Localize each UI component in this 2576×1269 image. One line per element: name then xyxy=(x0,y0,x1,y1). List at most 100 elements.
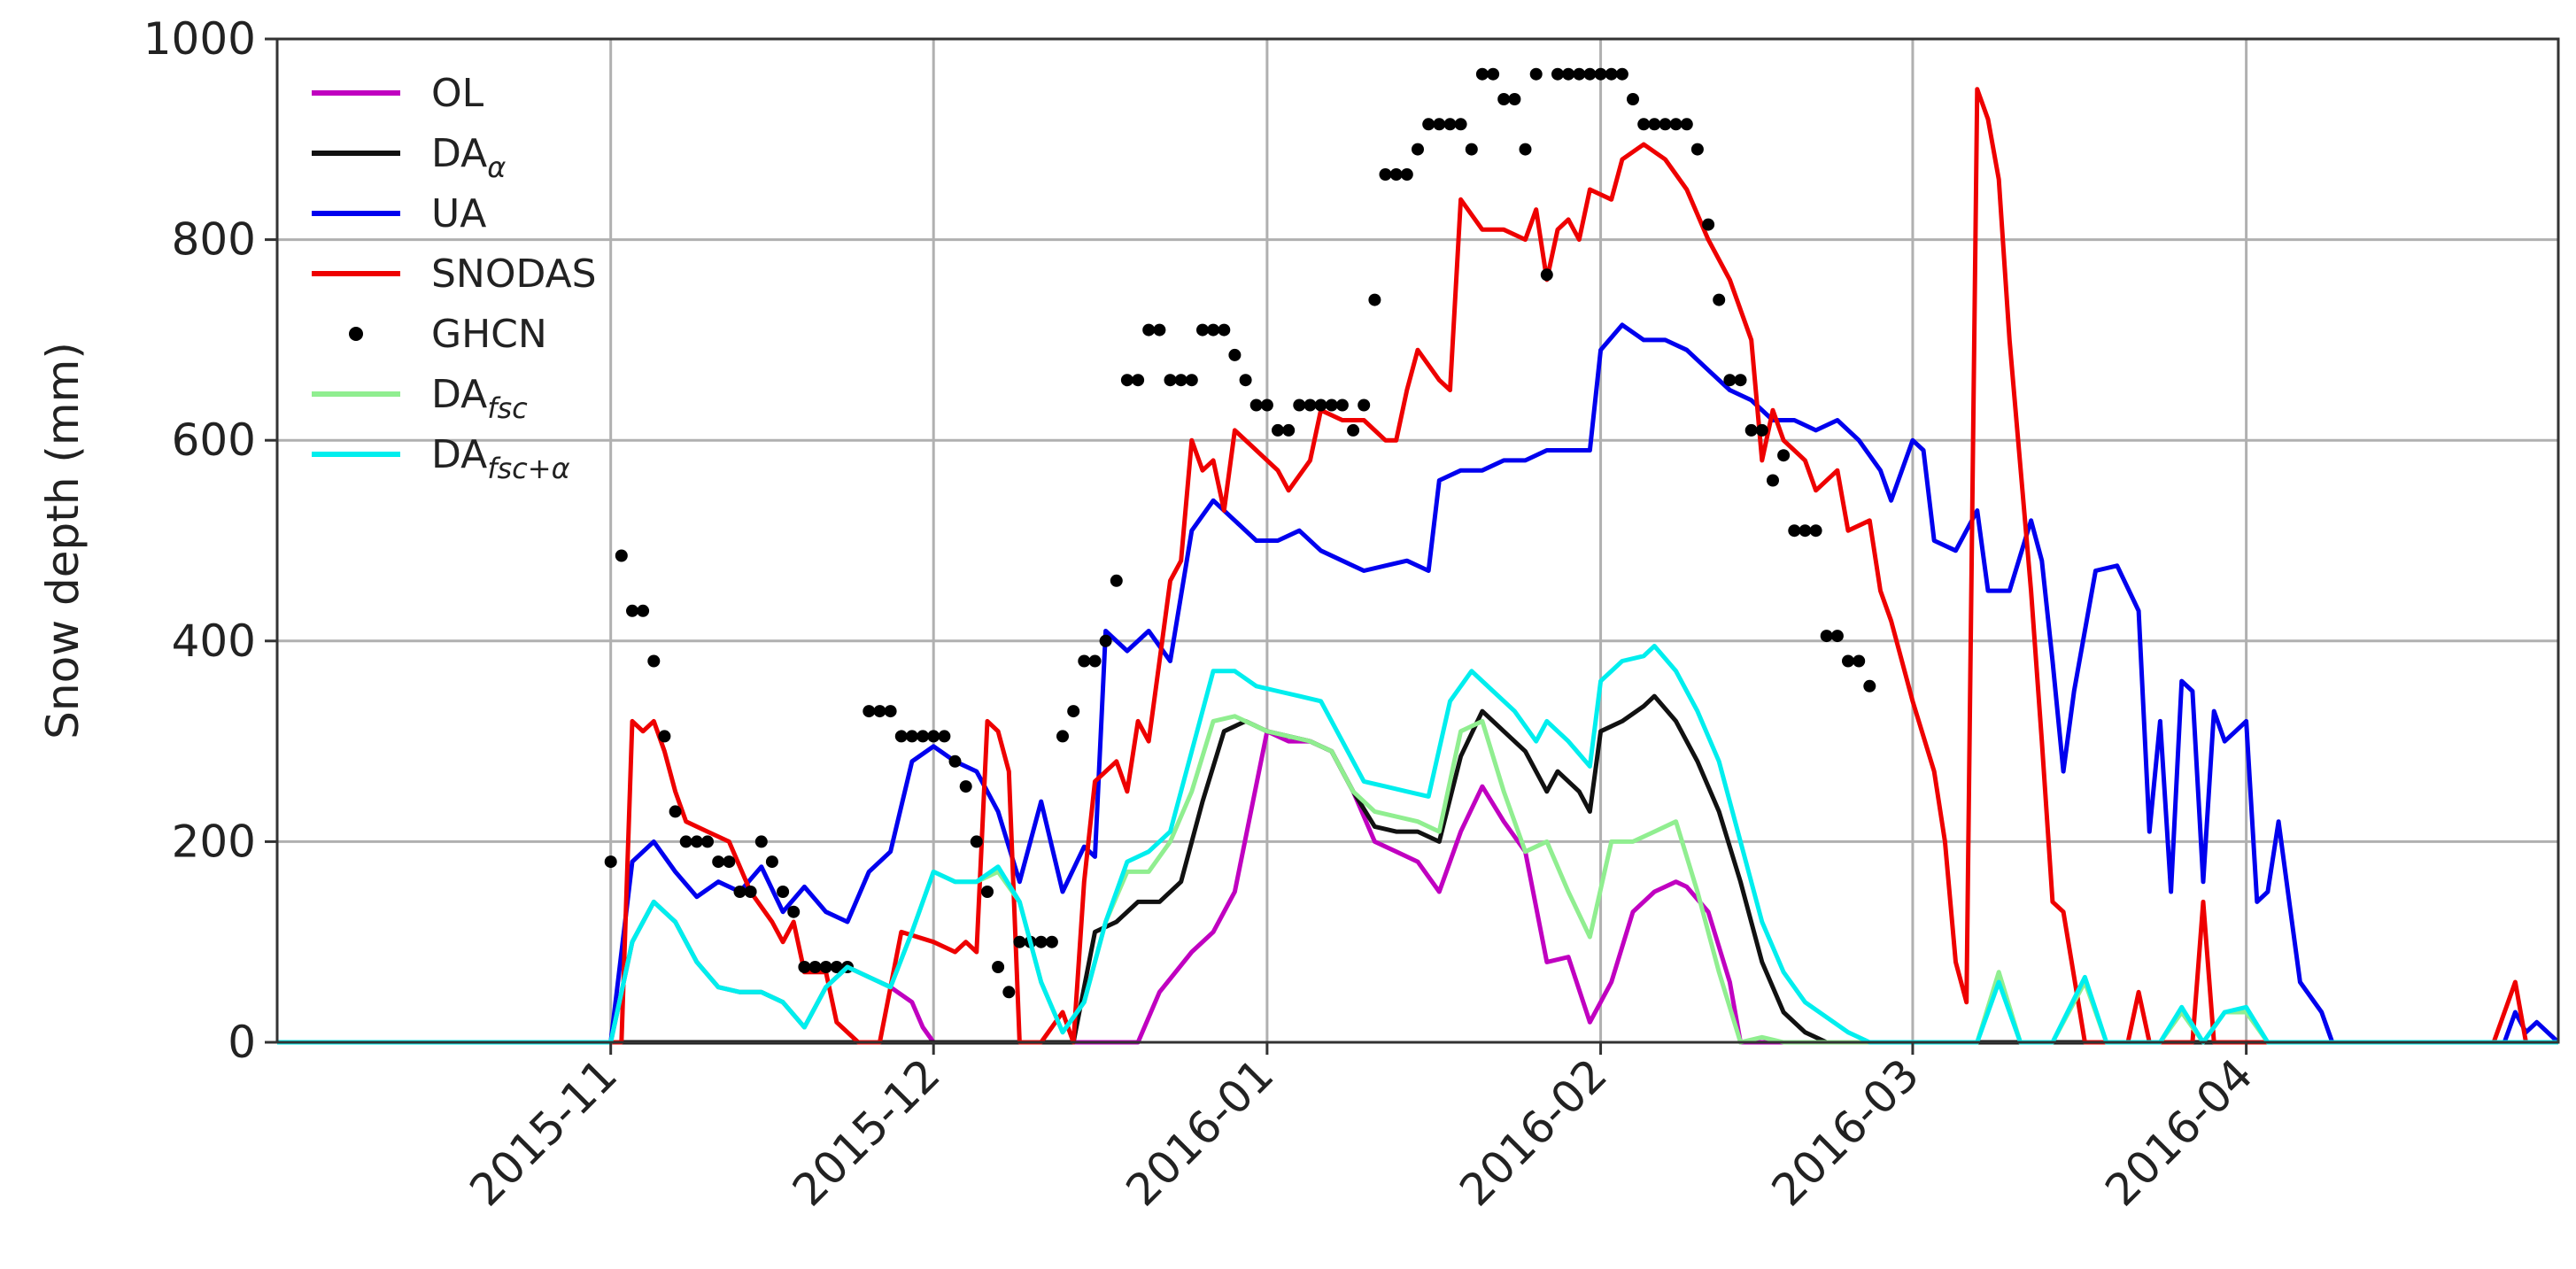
ghcn-point xyxy=(1368,293,1381,306)
ghcn-point xyxy=(1412,143,1424,156)
ghcn-point xyxy=(1400,168,1413,181)
y-tick-label: 1000 xyxy=(143,13,256,65)
ghcn-point xyxy=(765,855,778,869)
legend-label: GHCN xyxy=(431,312,547,357)
ghcn-point xyxy=(1475,67,1489,81)
series-layer xyxy=(277,67,2560,1045)
ghcn-point xyxy=(1713,293,1726,306)
ghcn-point xyxy=(948,754,962,768)
ghcn-point xyxy=(1454,118,1467,131)
legend-label-subscript: fsc xyxy=(487,391,528,425)
ghcn-point xyxy=(1615,67,1628,81)
ghcn-point xyxy=(1605,67,1618,81)
ghcn-point xyxy=(647,654,661,668)
legend-label: OL xyxy=(431,71,484,116)
legend-marker xyxy=(349,327,363,341)
ghcn-point xyxy=(1723,374,1737,387)
ghcn-point xyxy=(1637,118,1651,131)
ghcn-point xyxy=(1809,524,1822,538)
series-4 xyxy=(604,67,1876,999)
ghcn-point xyxy=(787,905,801,918)
ghcn-point xyxy=(690,835,703,848)
ghcn-point xyxy=(959,780,972,793)
ghcn-point xyxy=(1045,935,1058,948)
ghcn-point xyxy=(1767,474,1779,487)
ghcn-point xyxy=(1680,118,1693,131)
series-line xyxy=(277,693,2558,1045)
ghcn-point xyxy=(884,705,897,718)
ghcn-point xyxy=(1335,398,1349,412)
ghcn-point xyxy=(1132,374,1145,387)
series-line xyxy=(277,322,2560,1045)
ghcn-point xyxy=(917,730,930,743)
ghcn-point xyxy=(1497,93,1511,105)
ghcn-point xyxy=(1013,935,1026,948)
y-tick-label: 800 xyxy=(172,214,256,266)
ghcn-point xyxy=(1734,374,1747,387)
ghcn-point xyxy=(830,961,843,973)
legend-label: UA xyxy=(431,191,486,236)
ghcn-point xyxy=(604,855,617,869)
ghcn-point xyxy=(1379,168,1392,181)
ghcn-point xyxy=(1433,118,1446,131)
ghcn-point xyxy=(1465,143,1478,156)
ghcn-point xyxy=(1755,423,1768,437)
series-2 xyxy=(277,322,2560,1045)
y-tick-label: 0 xyxy=(228,1017,256,1068)
ghcn-point xyxy=(1272,423,1284,437)
ghcn-point xyxy=(1540,268,1553,282)
ghcn-point xyxy=(863,705,876,718)
ghcn-point xyxy=(1799,524,1812,538)
ghcn-point xyxy=(1389,168,1403,181)
ghcn-point xyxy=(669,805,682,818)
ghcn-point xyxy=(992,961,1005,973)
ghcn-point xyxy=(1164,374,1177,387)
ghcn-point xyxy=(819,961,832,973)
ghcn-point xyxy=(1142,323,1156,337)
ghcn-point xyxy=(981,886,994,898)
ghcn-point xyxy=(701,835,714,848)
ghcn-point xyxy=(1443,118,1457,131)
ghcn-point xyxy=(1120,374,1133,387)
ghcn-point xyxy=(1842,654,1854,668)
legend-label-subscript: α xyxy=(487,151,506,184)
ghcn-point xyxy=(679,835,692,848)
ghcn-point xyxy=(1034,935,1048,948)
ghcn-point xyxy=(1627,93,1639,105)
ghcn-point xyxy=(1196,323,1209,337)
y-tick-label: 600 xyxy=(172,414,256,466)
ghcn-point xyxy=(1249,398,1263,412)
ghcn-point xyxy=(808,961,822,973)
ghcn-point xyxy=(1690,143,1704,156)
ghcn-point xyxy=(1314,398,1327,412)
ghcn-point xyxy=(1358,398,1371,412)
ghcn-point xyxy=(1583,67,1597,81)
ghcn-point xyxy=(1702,218,1715,231)
ghcn-point xyxy=(1325,398,1338,412)
ghcn-point xyxy=(658,730,671,743)
ghcn-point xyxy=(1551,67,1564,81)
ghcn-point xyxy=(1239,374,1252,387)
ghcn-point xyxy=(1788,524,1801,538)
ghcn-point xyxy=(1088,654,1102,668)
y-tick-label: 200 xyxy=(172,816,256,867)
ghcn-point xyxy=(905,730,918,743)
ghcn-point xyxy=(873,705,886,718)
legend-label: SNODAS xyxy=(431,251,597,297)
ghcn-point xyxy=(1777,449,1791,462)
ghcn-point xyxy=(1260,398,1273,412)
ghcn-point xyxy=(1207,323,1220,337)
ghcn-point xyxy=(1282,423,1296,437)
ghcn-point xyxy=(1669,118,1683,131)
ghcn-point xyxy=(723,855,736,869)
ghcn-point xyxy=(637,604,650,617)
ghcn-point xyxy=(1185,374,1198,387)
series-1 xyxy=(277,693,2558,1045)
ghcn-point xyxy=(1153,323,1166,337)
ghcn-point xyxy=(1562,67,1575,81)
ghcn-point xyxy=(615,549,628,562)
ghcn-point xyxy=(1293,398,1306,412)
